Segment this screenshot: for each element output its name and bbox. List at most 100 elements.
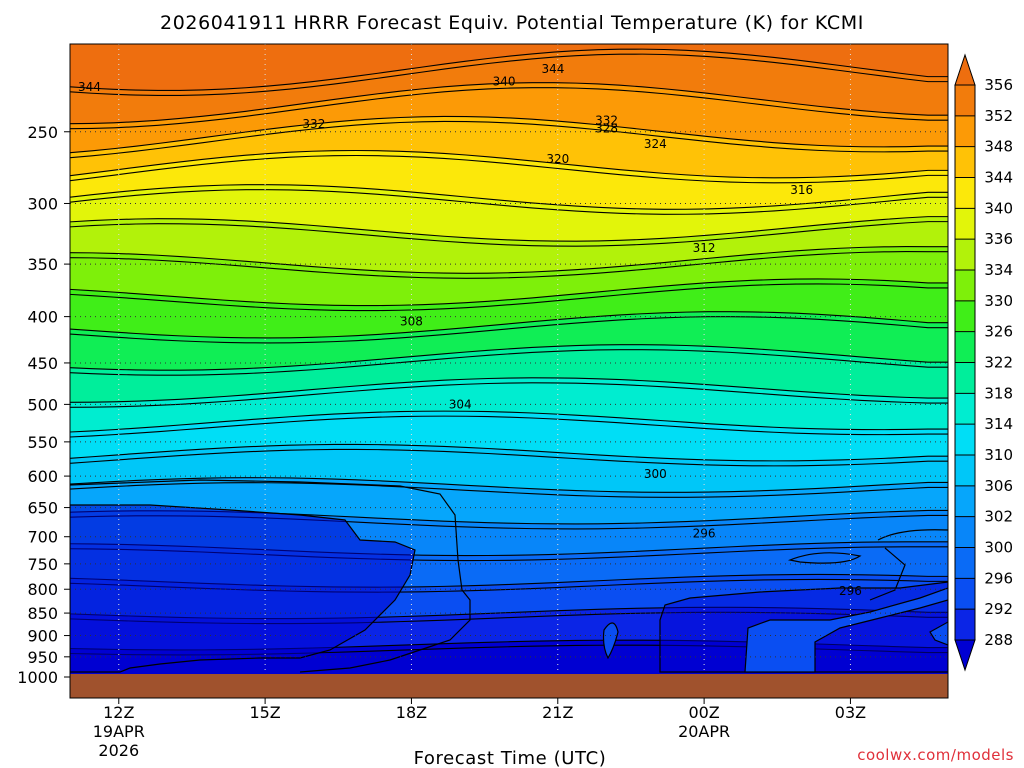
contour-line bbox=[70, 349, 948, 376]
x-axis-label: Forecast Time (UTC) bbox=[414, 748, 607, 768]
chart-title: 2026041911 HRRR Forecast Equiv. Potentia… bbox=[160, 12, 864, 34]
contour-label: 308 bbox=[400, 315, 423, 329]
colorbar-segment bbox=[955, 208, 975, 240]
colorbar-segment bbox=[955, 578, 975, 610]
contour-label: 296 bbox=[693, 526, 716, 540]
colorbar-tick-label: 340 bbox=[984, 199, 1013, 217]
theta-e-band bbox=[70, 278, 948, 338]
contour-line bbox=[70, 410, 948, 433]
colorbar-tick-label: 334 bbox=[984, 261, 1013, 279]
dotted-grid bbox=[70, 44, 948, 698]
pressure-tick-label: 400 bbox=[27, 308, 58, 327]
colorbar-under-arrow bbox=[954, 639, 976, 672]
contour-label: 340 bbox=[493, 74, 516, 88]
contour-label: 304 bbox=[449, 397, 472, 411]
colorbar-segment bbox=[955, 85, 975, 116]
contour-line bbox=[70, 477, 948, 493]
colorbar-tick-label: 292 bbox=[984, 600, 1013, 618]
colorbar-tick-label: 318 bbox=[984, 384, 1013, 402]
colorbar-tick-label: 326 bbox=[984, 323, 1013, 341]
time-tick-label: 00Z bbox=[688, 703, 719, 722]
colorbar-tick-label: 310 bbox=[984, 446, 1013, 464]
colorbar-tick-label: 352 bbox=[984, 107, 1013, 125]
colorbar-segment bbox=[955, 609, 975, 640]
colorbar-tick-label: 300 bbox=[984, 539, 1013, 557]
colorbar-segment bbox=[955, 362, 975, 394]
colorbar-tick-label: 330 bbox=[984, 292, 1013, 310]
contour-line bbox=[70, 482, 948, 498]
contour-line bbox=[70, 316, 948, 344]
contour-line bbox=[70, 311, 948, 339]
colorbar-tick-label: 314 bbox=[984, 415, 1013, 433]
pressure-tick-label: 300 bbox=[27, 194, 58, 213]
colorbar-segment bbox=[955, 331, 975, 363]
colorbar-segment bbox=[955, 146, 975, 178]
contour-label: 296 bbox=[839, 584, 862, 598]
pressure-tick-label: 250 bbox=[27, 123, 58, 142]
contour-line bbox=[70, 154, 948, 184]
contour-line bbox=[70, 82, 948, 125]
time-tick-label: 18Z bbox=[396, 703, 427, 722]
colorbar-segment bbox=[955, 115, 975, 147]
contour-line bbox=[70, 48, 948, 92]
contour-296-east-arc bbox=[877, 529, 948, 541]
time-tick-label: 12Z bbox=[103, 703, 134, 722]
colorbar-segment bbox=[955, 485, 975, 517]
contour-label: 312 bbox=[693, 241, 716, 255]
colorbar-tick-label: 356 bbox=[984, 76, 1013, 94]
contour-line bbox=[70, 120, 948, 159]
contour-lines bbox=[70, 48, 948, 656]
time-tick-label: 15Z bbox=[249, 703, 280, 722]
contour-line bbox=[70, 377, 948, 403]
theta-e-band bbox=[70, 444, 948, 493]
colorbar-tick-label: 336 bbox=[984, 230, 1013, 248]
contour-label: 324 bbox=[644, 137, 667, 151]
contour-line bbox=[70, 344, 948, 371]
colorbar-tick-label: 322 bbox=[984, 354, 1013, 372]
contour-line bbox=[70, 216, 948, 242]
colorbar-segment bbox=[955, 239, 975, 270]
colorbar-tick-label: 296 bbox=[984, 569, 1013, 587]
contour-line bbox=[70, 149, 948, 179]
colorbar-tick-label: 302 bbox=[984, 508, 1013, 526]
contour-line bbox=[70, 278, 948, 307]
pressure-tick-label: 700 bbox=[27, 528, 58, 547]
contour-line bbox=[70, 443, 948, 462]
pressure-tick-label: 1000 bbox=[17, 668, 58, 687]
pressure-axis: 250 300 350 400 450 500 550 600 650 700 750 800 850 9… bbox=[17, 123, 70, 687]
time-tick-label: 21Z bbox=[542, 703, 573, 722]
time-tick-label: 03Z bbox=[835, 703, 866, 722]
colorbar: 288 292 296 300 302 306 310 314 318 322 326 330 334 3… bbox=[954, 53, 1013, 672]
contour-label: 300 bbox=[644, 467, 667, 481]
pressure-tick-label: 950 bbox=[27, 648, 58, 667]
colorbar-segment bbox=[955, 516, 975, 548]
pressure-tick-label: 800 bbox=[27, 580, 58, 599]
pressure-tick-label: 900 bbox=[27, 627, 58, 646]
low-level-contour-features bbox=[70, 479, 948, 673]
contour-296-east-arc-2 bbox=[869, 547, 906, 601]
pressure-tick-label: 650 bbox=[27, 499, 58, 518]
contour-line bbox=[70, 53, 948, 97]
credit-link[interactable]: coolwx.com/models bbox=[857, 746, 1014, 764]
contour-label: 344 bbox=[78, 80, 101, 94]
contour-line bbox=[70, 184, 948, 210]
small-contour-loop-east bbox=[929, 621, 948, 646]
colorbar-tick-label: 348 bbox=[984, 138, 1013, 156]
colorbar-segment bbox=[955, 393, 975, 425]
theta-e-band bbox=[70, 184, 948, 242]
pressure-tick-label: 600 bbox=[27, 467, 58, 486]
contour-line bbox=[70, 415, 948, 438]
contour-line bbox=[70, 87, 948, 130]
theta-e-band bbox=[70, 311, 948, 371]
theta-e-band bbox=[70, 150, 948, 210]
colorbar-tick-label: 288 bbox=[984, 631, 1013, 649]
cold-pocket-contour bbox=[70, 504, 416, 673]
pressure-tick-label: 500 bbox=[27, 395, 58, 414]
contour-label: 332 bbox=[302, 117, 325, 131]
time-tick-date: 19APR bbox=[93, 722, 145, 741]
pressure-tick-label: 850 bbox=[27, 604, 58, 623]
colorbar-segment bbox=[955, 547, 975, 579]
contour-296-east-loop bbox=[787, 552, 862, 564]
plot-frame bbox=[69, 43, 949, 699]
